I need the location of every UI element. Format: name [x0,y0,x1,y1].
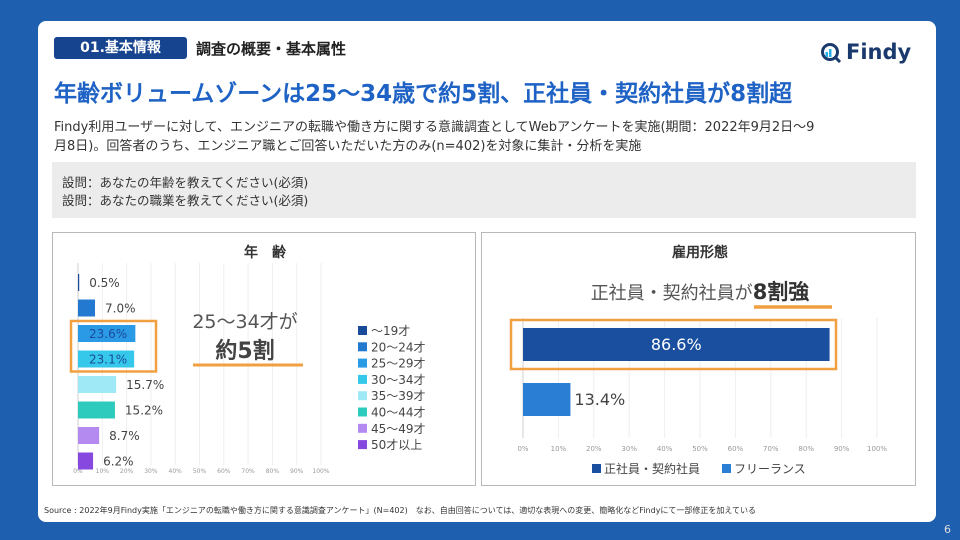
legend-label: 20〜24才 [371,340,426,354]
bar-正社員・契約社員 [523,328,830,361]
legend-swatch [358,423,367,433]
bar-〜19才 [78,274,80,291]
legend-swatch [592,464,601,473]
bar-40〜44才 [78,401,115,419]
x-tick-label: 60% [217,468,231,475]
bar-value-label: 86.6% [651,335,702,354]
x-tick-label: 0% [517,445,528,453]
legend-swatch [722,464,731,473]
legend-swatch [358,374,367,384]
legend-label: 〜19才 [371,324,410,338]
annotation-prefix: 正社員・契約社員が [591,283,753,304]
x-tick-label: 10% [96,468,110,475]
legend-swatch [358,342,367,352]
bar-value-label: 15.7% [126,378,164,392]
highlight-box [69,319,158,373]
legend-label: 35〜39才 [371,389,426,403]
section-badge: 01.基本情報 [54,37,187,59]
x-tick-label: 20% [120,468,134,475]
findy-logo: Findy [820,38,911,66]
bar-50才以上 [78,452,94,470]
findy-logo-icon [821,43,842,63]
bar-value-label: 13.4% [574,390,625,409]
bar-value-label: 23.1% [89,353,127,367]
x-tick-label: 70% [241,468,255,475]
legend-label: 25〜29才 [371,357,426,371]
age-chart: 年 齢 0% 10% 20% 30% 40% 50% 60% 70% 80% 90% 100% 0.5%… [69,244,426,475]
question-line-job: 設問：あなたの職業を教えてください(必須) [62,193,309,208]
x-tick-label: 70% [763,445,779,453]
description-line: 月8日)。回答者のうち、エンジニア職とご回答いただいた方のみ(n=402)を対象… [54,139,642,154]
findy-logo-text: Findy [846,40,912,64]
x-tick-label: 90% [290,468,304,475]
annotation-line1: 25〜34才が [192,311,297,333]
chart-title: 雇用形態 [672,244,728,261]
legend-label: 40〜44才 [371,406,426,420]
section-title: 調査の概要・基本属性 [196,40,347,58]
bar-value-label: 6.2% [103,455,134,469]
x-tick-label: 0% [73,468,83,475]
page-headline: 年齢ボリュームゾーンは25〜34歳で約5割、正社員・契約社員が8割超 [54,81,793,107]
annotation-text: 正社員・契約社員が8割強 [591,280,810,304]
annotation-line2: 約5割 [215,338,274,364]
bar-value-label: 15.2% [125,404,163,418]
legend-swatch [358,440,367,450]
employment-chart-panel: 雇用形態正社員・契約社員が8割強 0% 10% 20% 30% 40% 50% 60% 70% 8… [481,232,916,486]
x-tick-label: 50% [193,468,207,475]
legend-label: 正社員・契約社員 [604,461,700,476]
bar-フリーランス [523,383,571,416]
bar-35〜39才 [78,376,117,393]
x-tick-label: 10% [551,445,567,453]
legend-swatch [358,391,367,401]
survey-description: Findy利用ユーザーに対して、エンジニアの転職や働き方に関する意識調査としてW… [54,118,918,156]
bar-value-label: 23.6% [89,327,127,341]
x-tick-label: 80% [266,468,280,475]
page-number: 6 [944,523,951,536]
legend-label: フリーランス [734,462,806,476]
x-tick-label: 50% [692,445,708,453]
highlight-box [509,318,838,371]
chart-title: 年 齢 [244,244,287,261]
annotation-emphasis: 8割強 [753,280,810,304]
age-chart-panel: 年 齢 0% 10% 20% 30% 40% 50% 60% 70% 80% 90% 100% 0.5%… [52,232,476,486]
bar-value-label: 8.7% [109,429,139,443]
bar-45〜49才 [78,427,100,444]
bar-value-label: 7.0% [105,302,136,316]
legend-swatch [358,326,367,335]
question-box: 設問：あなたの年齢を教えてください(必須) 設問：あなたの職業を教えてください(… [52,162,916,218]
legend-swatch [358,407,367,417]
bar-20〜24才 [78,299,96,317]
legend-label: 30〜34才 [371,373,426,387]
bar-25〜29才 [78,325,136,342]
bar-value-label: 0.5% [89,276,120,290]
legend-label: 45〜49才 [371,422,426,436]
legend-swatch [358,358,367,368]
x-tick-label: 30% [621,445,637,453]
x-tick-label: 30% [144,468,158,475]
description-line: Findy利用ユーザーに対して、エンジニアの転職や働き方に関する意識調査としてW… [54,120,815,135]
x-tick-label: 100% [312,468,329,475]
x-tick-label: 20% [586,445,602,453]
legend-label: 50才以上 [371,438,422,452]
x-tick-label: 40% [657,445,673,453]
x-tick-label: 100% [867,445,887,453]
bar-30〜34才 [78,350,135,368]
question-line-age: 設問：あなたの年齢を教えてください(必須) [62,175,309,190]
x-tick-label: 90% [834,445,850,453]
x-tick-label: 40% [169,468,183,475]
x-tick-label: 80% [798,445,814,453]
x-tick-label: 60% [728,445,744,453]
source-note: Source : 2022年9月Findy実施「エンジニアの転職や働き方に関する… [44,506,757,515]
